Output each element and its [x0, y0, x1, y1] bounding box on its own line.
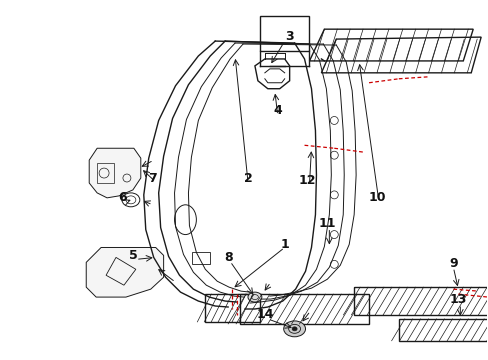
Text: 14: 14 — [256, 309, 273, 321]
Text: 4: 4 — [273, 104, 282, 117]
Text: 2: 2 — [243, 171, 252, 185]
Ellipse shape — [247, 292, 262, 302]
Ellipse shape — [291, 327, 297, 331]
Text: 5: 5 — [129, 249, 138, 262]
Polygon shape — [89, 148, 141, 198]
Text: 8: 8 — [224, 251, 232, 264]
Text: 6: 6 — [119, 192, 127, 204]
Text: 11: 11 — [318, 217, 335, 230]
Text: 12: 12 — [298, 174, 316, 186]
Text: 7: 7 — [148, 171, 157, 185]
Ellipse shape — [283, 321, 305, 337]
Text: 1: 1 — [280, 238, 288, 251]
Text: 10: 10 — [367, 192, 385, 204]
Text: 13: 13 — [449, 293, 466, 306]
Text: 9: 9 — [448, 257, 457, 270]
Text: 3: 3 — [285, 30, 293, 42]
Polygon shape — [86, 247, 163, 297]
